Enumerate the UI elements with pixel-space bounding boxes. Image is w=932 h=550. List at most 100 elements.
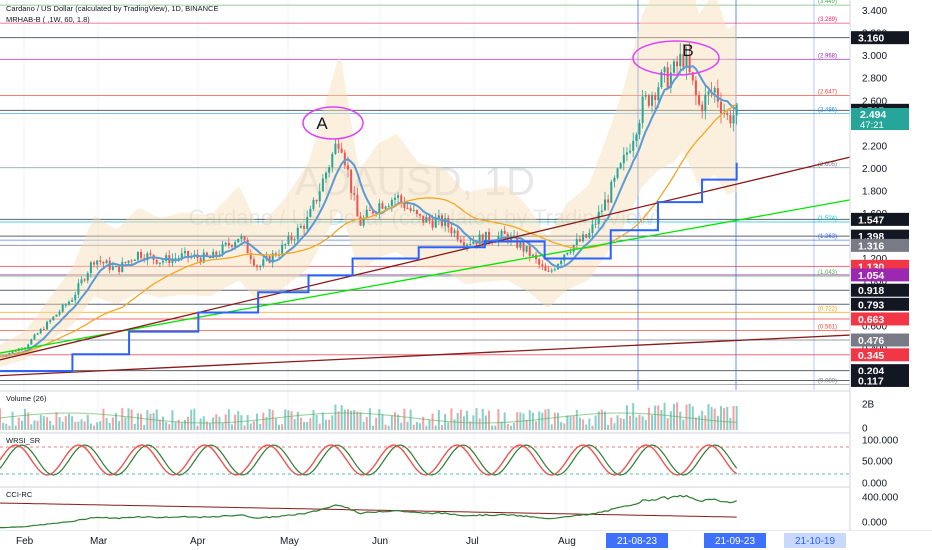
volume-bar <box>560 422 563 430</box>
candle-body <box>365 209 368 218</box>
price-tick-label: 2.200 <box>862 141 887 152</box>
candle-body <box>434 218 437 228</box>
volume-bar <box>619 418 622 430</box>
volume-bar <box>265 417 268 430</box>
trendline <box>0 199 851 354</box>
candle-body <box>174 258 177 260</box>
volume-bar <box>124 417 127 430</box>
volume-bar <box>209 423 212 430</box>
candle-body <box>679 53 682 67</box>
candle-body <box>158 262 161 264</box>
horizontal-levels <box>0 37 850 381</box>
level-tag <box>851 348 909 362</box>
level-tag-label: 3.160 <box>858 33 884 45</box>
candle-body <box>641 96 644 124</box>
pane-tick-label: 50.000 <box>862 457 893 468</box>
candle-body <box>312 199 315 209</box>
volume-bar <box>368 408 371 430</box>
volume-bar <box>431 413 434 430</box>
volume-bar <box>669 411 672 430</box>
volume-bar <box>93 425 96 430</box>
volume-bar <box>83 421 86 430</box>
last-price-tag <box>851 108 909 130</box>
candle-body <box>271 253 274 263</box>
volume-bar <box>96 422 99 430</box>
candle-body <box>415 209 418 214</box>
candle-body <box>42 329 45 331</box>
candle-body <box>268 256 271 263</box>
candle-body <box>133 259 136 262</box>
candle-body <box>588 232 591 238</box>
cci-signal <box>0 502 737 518</box>
volume-bar <box>105 418 108 430</box>
volume-bar <box>698 415 701 430</box>
volume-bar <box>393 412 396 430</box>
volume-bar <box>522 413 525 430</box>
candle-body <box>114 266 117 268</box>
candle-body <box>494 242 497 244</box>
candle-body <box>36 333 39 335</box>
volume-bar <box>346 409 349 430</box>
candle-body <box>64 304 67 306</box>
volume-bar <box>343 409 346 430</box>
volume-bar <box>146 410 149 430</box>
volume-bar <box>252 421 255 430</box>
level-tag <box>851 238 909 252</box>
volume-bar <box>513 422 516 430</box>
volume-bar <box>49 420 52 430</box>
candle-body <box>96 260 99 265</box>
volume-bar <box>277 424 280 430</box>
ma-line <box>0 64 738 358</box>
candle-body <box>299 226 302 228</box>
month-label: Mar <box>90 536 108 547</box>
candle-body <box>669 72 672 88</box>
fib-label: (0.080) <box>818 379 837 385</box>
volume-bar <box>563 423 566 430</box>
volume-bar <box>140 413 143 430</box>
volume-bar <box>121 408 124 430</box>
volume-bar <box>409 409 412 430</box>
cci-title: CCI-RC <box>6 490 33 499</box>
candle-body <box>340 148 343 153</box>
volume-bar <box>20 420 23 430</box>
volume-bar <box>30 424 33 430</box>
candle-body <box>553 269 556 271</box>
volume-bar <box>657 405 660 430</box>
volume-bar <box>729 418 732 430</box>
watermark-name: Cardano / US Dollar (calculated by Tradi… <box>189 205 662 230</box>
volume-bar <box>403 408 406 430</box>
candle-body <box>654 94 657 101</box>
level-tag <box>851 31 909 45</box>
candle-body <box>93 262 96 265</box>
volume-bar <box>434 425 437 430</box>
volume-bar <box>256 413 259 430</box>
volume-bar <box>149 413 152 430</box>
volume-bar <box>328 419 331 430</box>
month-label: Aug <box>558 536 576 547</box>
candle-body <box>202 252 205 263</box>
volume-bar <box>453 419 456 430</box>
envelope-band <box>0 0 737 367</box>
candle-body <box>284 244 287 246</box>
candle-body <box>52 316 55 321</box>
volume-bar <box>503 412 506 430</box>
volume-bar <box>262 412 265 430</box>
volume-bar <box>237 411 240 430</box>
candle-body <box>647 95 650 106</box>
fib-label: (3.449) <box>818 0 837 5</box>
candle-body <box>422 215 425 223</box>
candle-body <box>99 260 102 262</box>
candle-body <box>488 231 491 242</box>
volume-bar <box>196 425 199 430</box>
candle-body <box>61 304 64 312</box>
candle-body <box>676 61 679 67</box>
date-tag <box>784 533 846 548</box>
candle-body <box>46 321 49 330</box>
volume-bar <box>726 406 729 430</box>
last-price-label: 2.494 <box>860 109 886 121</box>
volume-bar <box>694 417 697 430</box>
candle-body <box>469 243 472 245</box>
candle-body <box>544 266 547 271</box>
volume-bar <box>130 409 133 430</box>
candle-body <box>224 242 227 245</box>
